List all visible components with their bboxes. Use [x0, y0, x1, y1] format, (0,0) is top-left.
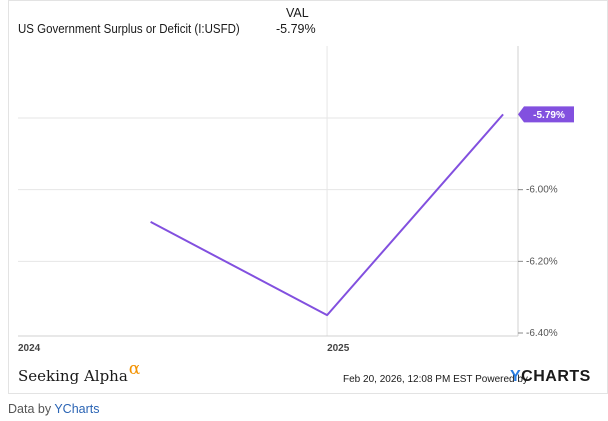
ycharts-link[interactable]: YCharts	[54, 402, 100, 416]
y-tick-label: -6.40%	[526, 328, 558, 339]
chart-title: US Government Surplus or Deficit (I:USFD…	[18, 22, 240, 36]
ycharts-rest: CHARTS	[521, 368, 591, 385]
current-value: -5.79%	[276, 22, 316, 36]
brand-name: Seeking Alpha	[18, 367, 128, 385]
y-tick-label: -6.00%	[526, 185, 558, 196]
ycharts-y: Y	[510, 368, 522, 385]
series-layer	[150, 113, 504, 317]
grid	[18, 46, 518, 336]
alpha-icon: α	[128, 359, 141, 379]
last-value-tag-bg	[518, 106, 574, 123]
chart-card	[8, 0, 608, 394]
last-value-tag-label: -5.79%	[533, 110, 565, 121]
series-line	[150, 113, 504, 317]
seeking-alpha-logo: Seeking Alphaα	[18, 359, 140, 386]
data-credit: Data by YCharts	[8, 402, 99, 416]
value-column-header: VAL	[286, 6, 309, 20]
timestamp: Feb 20, 2026, 12:08 PM EST Powered by	[343, 374, 528, 385]
last-value-tag: -5.79%	[518, 106, 574, 123]
x-tick-label: 2025	[327, 343, 350, 354]
tick-labels: -6.00% -6.20% -6.40% 2024 2025	[18, 185, 558, 354]
credit-prefix: Data by	[8, 402, 55, 416]
plot-frame	[18, 46, 519, 337]
ycharts-logo: YCHARTS	[510, 368, 591, 386]
y-tick-label: -6.20%	[526, 256, 558, 267]
x-tick-label: 2024	[18, 343, 41, 354]
